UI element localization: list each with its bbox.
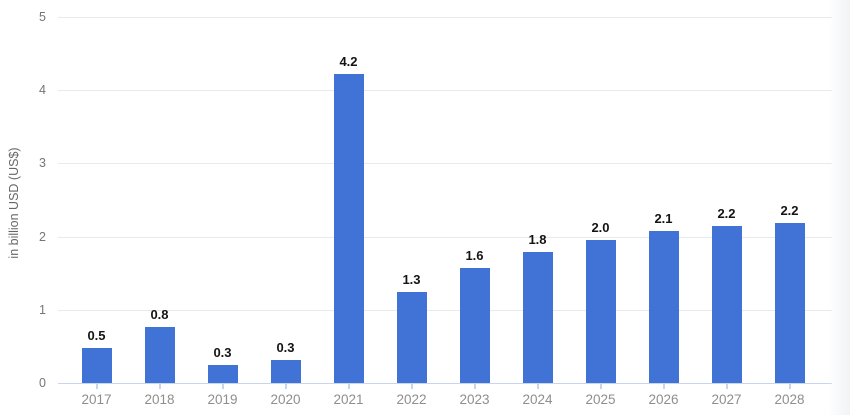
x-tick-mark: [599, 384, 602, 389]
x-tick-label: 2026: [648, 392, 679, 407]
y-tick-label: 1: [39, 303, 46, 317]
y-tick-label: 2: [39, 230, 46, 244]
x-tick-mark: [788, 384, 791, 389]
x-tick-mark: [284, 384, 287, 389]
bar[interactable]: [207, 364, 238, 383]
bar[interactable]: [144, 326, 175, 383]
x-tick-mark: [473, 384, 476, 389]
bar-value-label: 2.1: [654, 211, 673, 227]
y-tick-label: 5: [39, 10, 46, 24]
x-tick-label: 2017: [81, 392, 112, 407]
bar[interactable]: [522, 251, 553, 383]
x-axis-line: [58, 383, 832, 384]
bar-value-label: 0.8: [150, 306, 169, 322]
x-tick-mark: [662, 384, 665, 389]
bar-value-label: 0.5: [87, 327, 106, 343]
bar[interactable]: [774, 222, 805, 383]
x-tick-mark: [725, 384, 728, 389]
bar-value-label: 0.3: [213, 344, 232, 360]
x-tick-label: 2025: [585, 392, 616, 407]
x-tick-label: 2019: [207, 392, 238, 407]
x-tick-label: 2024: [522, 392, 553, 407]
x-tick-label: 2022: [396, 392, 427, 407]
bar-value-label: 2.0: [591, 220, 610, 236]
x-tick-label: 2027: [711, 392, 742, 407]
y-tick-label: 3: [39, 156, 46, 170]
bar[interactable]: [585, 240, 616, 383]
bar-value-label: 1.8: [528, 231, 547, 247]
x-tick-mark: [221, 384, 224, 389]
bar-value-label: 2.2: [717, 205, 736, 221]
x-tick-label: 2028: [774, 392, 805, 407]
bar-value-label: 1.3: [402, 272, 421, 288]
gridline: [58, 237, 832, 238]
x-tick-label: 2020: [270, 392, 301, 407]
x-tick-mark: [410, 384, 413, 389]
bar[interactable]: [81, 347, 112, 383]
gridline: [58, 17, 832, 18]
x-tick-label: 2021: [333, 392, 364, 407]
y-tick-label: 0: [39, 376, 46, 390]
right-edge-fade: [828, 0, 850, 415]
bar-value-label: 1.6: [465, 248, 484, 264]
bar[interactable]: [648, 231, 679, 383]
x-tick-mark: [158, 384, 161, 389]
gridline: [58, 90, 832, 91]
x-tick-mark: [347, 384, 350, 389]
bar[interactable]: [396, 292, 427, 383]
x-tick-mark: [536, 384, 539, 389]
bar[interactable]: [270, 360, 301, 383]
gridline: [58, 310, 832, 311]
x-tick-label: 2018: [144, 392, 175, 407]
bar[interactable]: [459, 268, 490, 383]
x-tick-label: 2023: [459, 392, 490, 407]
gridline: [58, 163, 832, 164]
y-axis-title: in billion USD (US$): [7, 147, 21, 259]
x-tick-mark: [95, 384, 98, 389]
bar[interactable]: [711, 225, 742, 383]
bar-value-label: 2.2: [780, 202, 799, 218]
bar[interactable]: [333, 74, 364, 383]
bar-value-label: 0.3: [276, 340, 295, 356]
bar-value-label: 4.2: [339, 54, 358, 70]
y-tick-label: 4: [39, 83, 46, 97]
